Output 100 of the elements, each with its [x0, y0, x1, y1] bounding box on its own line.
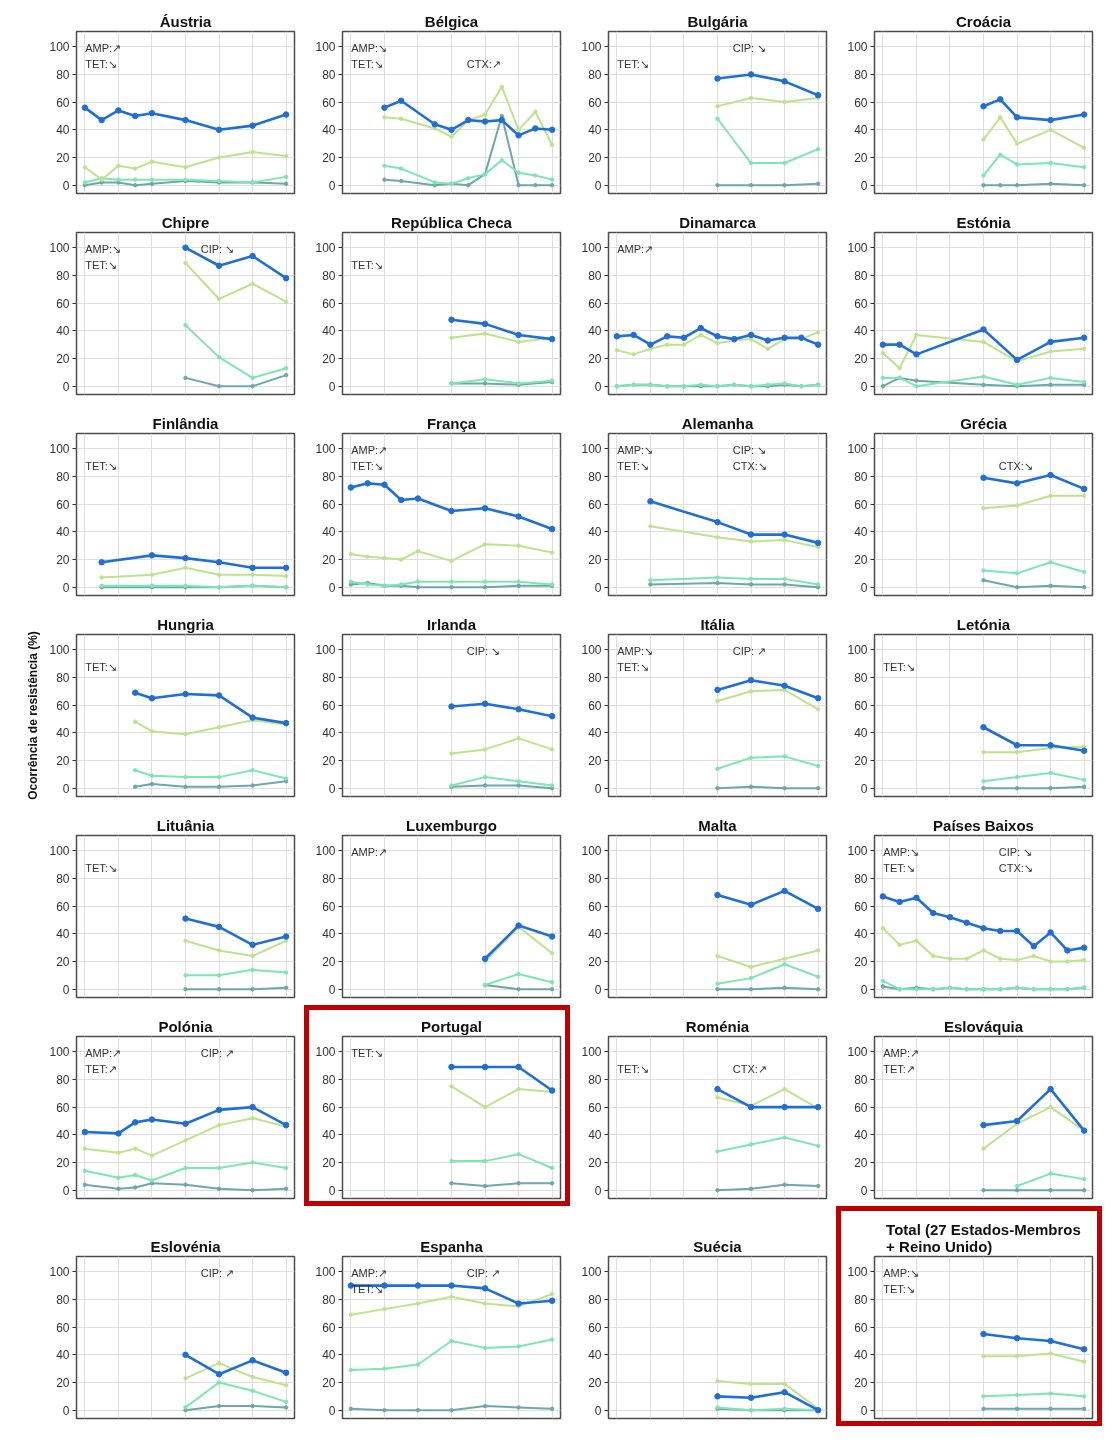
- y-tick-label: 80: [854, 1292, 868, 1307]
- y-tick-label: 100: [581, 844, 602, 859]
- y-tick-label: 80: [56, 469, 70, 484]
- y-tick-label: 20: [56, 1376, 70, 1390]
- y-tick-label: 20: [56, 352, 70, 366]
- chart-title: Portugal: [421, 1017, 482, 1035]
- y-tick-label: 20: [56, 553, 70, 567]
- y-tick-label: 0: [860, 781, 868, 796]
- y-tick-label: 80: [588, 67, 602, 82]
- y-tick-label: 80: [854, 469, 868, 484]
- y-tick-label: 80: [56, 67, 70, 82]
- y-tick-label: 60: [588, 497, 602, 512]
- chart-title: Hungria: [157, 615, 215, 633]
- y-tick-label: 60: [322, 698, 336, 713]
- annotation: TET:↘: [351, 57, 383, 70]
- y-tick-label: 60: [322, 497, 336, 512]
- chart-title: Suécia: [693, 1237, 743, 1255]
- annotation: CIP: ↗: [732, 644, 767, 657]
- chart-title: Dinamarca: [679, 213, 757, 231]
- y-tick-label: 100: [49, 844, 70, 859]
- y-tick-label: 20: [588, 151, 602, 165]
- y-tick-label: 0: [594, 178, 602, 193]
- y-tick-label: 0: [594, 379, 602, 394]
- annotation: TET:↘: [85, 57, 117, 70]
- y-tick-label: 40: [854, 525, 868, 540]
- y-tick-label: 60: [854, 1320, 868, 1335]
- y-tick-label: 20: [588, 754, 602, 768]
- y-tick-label: 40: [854, 726, 868, 741]
- y-tick-label: 0: [62, 982, 70, 997]
- y-tick-label: 60: [854, 698, 868, 713]
- annotation: AMP:↗: [351, 443, 388, 456]
- annotation: AMP:↘: [883, 1266, 920, 1279]
- annotation: TET:↘: [617, 1062, 649, 1075]
- annotation: TET:↘: [883, 1282, 915, 1295]
- y-tick-label: 0: [62, 781, 70, 796]
- y-tick-label: 20: [588, 352, 602, 366]
- y-tick-label: 0: [860, 1183, 868, 1198]
- y-tick-label: 80: [322, 1292, 336, 1307]
- annotation: TET:↘: [351, 1046, 383, 1059]
- y-tick-label: 60: [56, 899, 70, 914]
- y-tick-label: 0: [328, 1183, 336, 1198]
- y-tick-label: 20: [322, 1156, 336, 1170]
- y-tick-label: 100: [315, 643, 336, 658]
- y-tick-label: 40: [854, 927, 868, 942]
- y-tick-label: 20: [322, 1376, 336, 1390]
- chart-title: Malta: [698, 816, 738, 834]
- y-tick-label: 80: [854, 871, 868, 886]
- y-tick-label: 60: [588, 899, 602, 914]
- y-tick-label: 40: [322, 324, 336, 339]
- chart-title: Áustria: [159, 12, 212, 30]
- y-tick-label: 100: [847, 241, 868, 256]
- y-tick-label: 80: [588, 1072, 602, 1087]
- y-tick-label: 0: [328, 781, 336, 796]
- y-tick-label: 80: [588, 670, 602, 685]
- annotation: AMP:↘: [351, 41, 388, 54]
- y-tick-label: 80: [56, 1292, 70, 1307]
- y-tick-label: 80: [322, 469, 336, 484]
- annotation: CIP: ↘: [732, 41, 767, 54]
- y-tick-label: 40: [588, 123, 602, 138]
- y-tick-label: 40: [322, 123, 336, 138]
- y-tick-label: 80: [56, 268, 70, 283]
- y-tick-label: 40: [588, 1348, 602, 1363]
- y-tick-label: 20: [854, 553, 868, 567]
- y-tick-label: 100: [847, 844, 868, 859]
- y-tick-label: 20: [588, 553, 602, 567]
- chart-title: Polónia: [158, 1017, 214, 1035]
- y-tick-label: 60: [322, 899, 336, 914]
- annotation: TET:↘: [351, 459, 383, 472]
- y-tick-label: 20: [56, 955, 70, 969]
- y-tick-label: 0: [594, 1183, 602, 1198]
- y-tick-label: 60: [56, 698, 70, 713]
- y-tick-label: 0: [328, 580, 336, 595]
- chart-title: Finlândia: [152, 414, 220, 432]
- chart-title: Eslovénia: [150, 1237, 222, 1255]
- y-tick-label: 100: [49, 1045, 70, 1060]
- annotation: AMP:↘: [617, 644, 654, 657]
- y-tick-label: 60: [854, 899, 868, 914]
- y-tick-label: 100: [315, 1265, 336, 1280]
- y-tick-label: 40: [854, 1128, 868, 1143]
- chart-title: França: [426, 414, 477, 432]
- y-tick-label: 100: [315, 442, 336, 457]
- y-tick-label: 0: [860, 1403, 868, 1418]
- y-tick-label: 20: [854, 1156, 868, 1170]
- annotation: AMP:↗: [351, 845, 388, 858]
- y-tick-label: 80: [854, 1072, 868, 1087]
- annotation: AMP:↘: [85, 242, 122, 255]
- y-tick-label: 80: [56, 1072, 70, 1087]
- y-tick-label: 100: [847, 1045, 868, 1060]
- annotation: CIP: ↗: [200, 1046, 235, 1059]
- y-tick-label: 20: [322, 754, 336, 768]
- y-tick-label: 20: [322, 553, 336, 567]
- y-tick-label: 60: [56, 95, 70, 110]
- y-tick-label: 100: [581, 1265, 602, 1280]
- y-tick-label: 80: [322, 67, 336, 82]
- annotation: CTX:↘: [998, 861, 1033, 874]
- chart-title: Luxemburgo: [406, 816, 497, 834]
- y-tick-label: 60: [588, 1100, 602, 1115]
- y-tick-label: 40: [588, 525, 602, 540]
- y-tick-label: 40: [322, 1128, 336, 1143]
- y-tick-label: 60: [588, 95, 602, 110]
